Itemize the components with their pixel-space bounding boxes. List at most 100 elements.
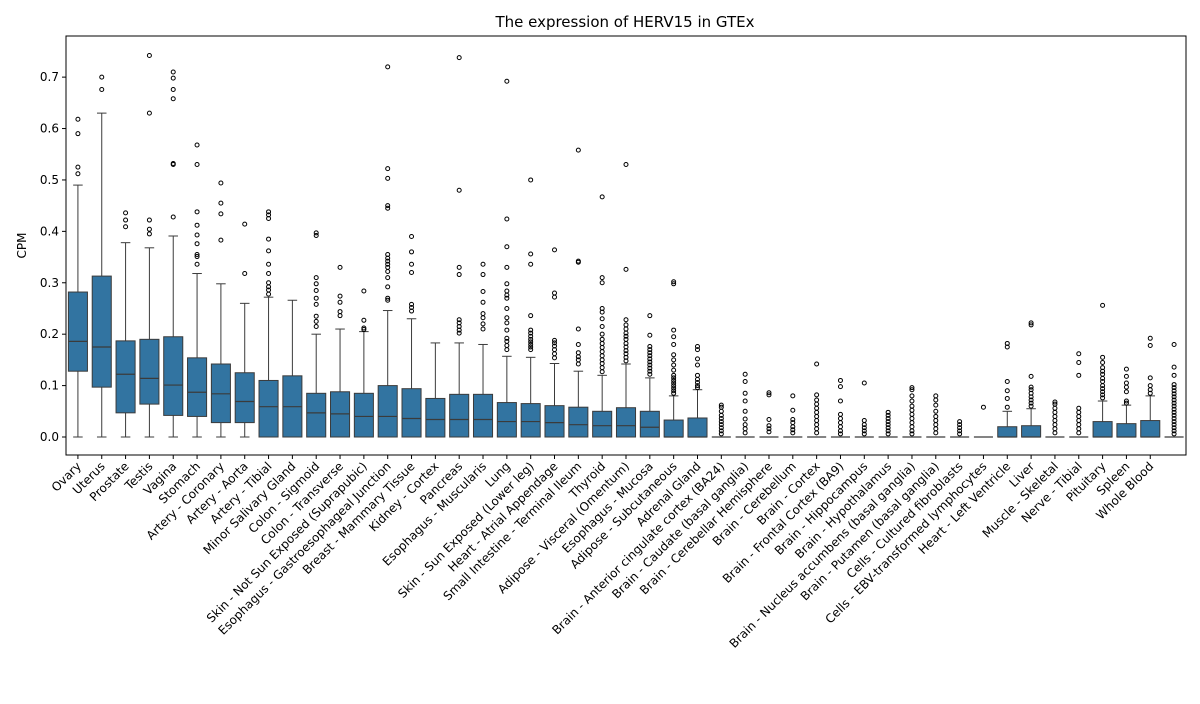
outlier-point: [933, 430, 939, 436]
outlier-point: [552, 337, 558, 343]
outlier-point: [861, 431, 867, 437]
box-group: [639, 313, 660, 438]
outlier-point: [790, 427, 796, 433]
box-group: [187, 142, 208, 438]
outlier-point: [957, 431, 963, 437]
outlier-point: [552, 290, 558, 296]
outlier-point: [266, 236, 272, 242]
box-group: [401, 234, 422, 438]
outlier-point: [1076, 359, 1082, 365]
outlier-point: [552, 355, 558, 361]
outlier-point: [647, 347, 653, 353]
iqr-box: [234, 372, 255, 424]
iqr-box: [139, 338, 160, 405]
iqr-box: [615, 407, 637, 438]
outlier-point: [194, 209, 200, 215]
box-group: [759, 390, 779, 438]
outlier-point: [575, 357, 581, 363]
box-group: [592, 194, 613, 438]
outlier-point: [647, 332, 653, 338]
outlier-point: [218, 237, 224, 243]
outlier-point: [504, 320, 510, 326]
outlier-point: [170, 96, 176, 102]
outlier-point: [742, 378, 748, 384]
outlier-point: [671, 357, 677, 363]
outlier-point: [599, 331, 605, 337]
outlier-point: [528, 333, 534, 339]
iqr-box: [377, 385, 398, 438]
outlier-point: [1171, 431, 1177, 437]
iqr-box: [187, 357, 208, 417]
outlier-point: [75, 131, 81, 137]
outlier-point: [313, 313, 319, 319]
iqr-box: [639, 410, 660, 438]
box-group: [1140, 335, 1161, 438]
outlier-point: [885, 415, 891, 421]
outlier-point: [218, 200, 224, 206]
outlier-point: [480, 261, 486, 267]
outlier-point: [671, 367, 677, 373]
box-group: [997, 340, 1018, 438]
outlier-point: [647, 313, 653, 319]
outlier-point: [1052, 426, 1058, 432]
outlier-point: [694, 380, 700, 386]
outlier-point: [1004, 395, 1010, 401]
outlier-point: [599, 305, 605, 311]
outlier-point: [647, 353, 653, 359]
outlier-point: [1123, 389, 1129, 395]
outlier-point: [814, 418, 820, 424]
outlier-point: [1171, 409, 1177, 415]
outlier-point: [1076, 372, 1082, 378]
iqr-box: [163, 336, 184, 416]
outlier-point: [599, 369, 605, 375]
outlier-point: [1028, 322, 1034, 328]
box-group: [139, 53, 160, 438]
box-group: [663, 279, 684, 438]
outlier-point: [885, 425, 891, 431]
outlier-point: [671, 362, 677, 368]
outlier-point: [742, 416, 748, 422]
outlier-point: [528, 336, 534, 342]
outlier-point: [718, 428, 724, 434]
iqr-box: [663, 419, 684, 438]
outlier-point: [504, 305, 510, 311]
outlier-point: [1100, 359, 1106, 365]
box-group: [377, 64, 398, 438]
outlier-point: [718, 404, 724, 410]
outlier-point: [1123, 384, 1129, 390]
outlier-point: [861, 380, 867, 386]
outlier-point: [194, 251, 200, 257]
box-group: [973, 404, 993, 438]
outlier-point: [194, 254, 200, 260]
outlier-point: [599, 340, 605, 346]
outlier-point: [409, 304, 415, 310]
outlier-point: [1076, 413, 1082, 419]
box-group: [783, 393, 803, 438]
outlier-point: [409, 301, 415, 307]
outlier-point: [766, 392, 772, 398]
outlier-point: [385, 268, 391, 274]
box-group: [878, 409, 898, 438]
outlier-point: [837, 424, 843, 430]
outlier-point: [933, 413, 939, 419]
outlier-point: [957, 422, 963, 428]
outlier-point: [599, 353, 605, 359]
iqr-box: [115, 340, 136, 414]
outlier-point: [885, 412, 891, 418]
outlier-point: [75, 116, 81, 122]
outlier-point: [99, 74, 105, 80]
outlier-point: [575, 147, 581, 153]
outlier-point: [480, 321, 486, 327]
outlier-point: [671, 383, 677, 389]
iqr-box: [1092, 421, 1113, 438]
outlier-point: [528, 347, 534, 353]
outlier-point: [885, 419, 891, 425]
box-group: [282, 299, 303, 438]
iqr-box: [568, 406, 589, 438]
outlier-point: [718, 415, 724, 421]
outlier-point: [575, 350, 581, 356]
outlier-point: [313, 301, 319, 307]
box-group: [449, 55, 470, 438]
outlier-point: [194, 222, 200, 228]
